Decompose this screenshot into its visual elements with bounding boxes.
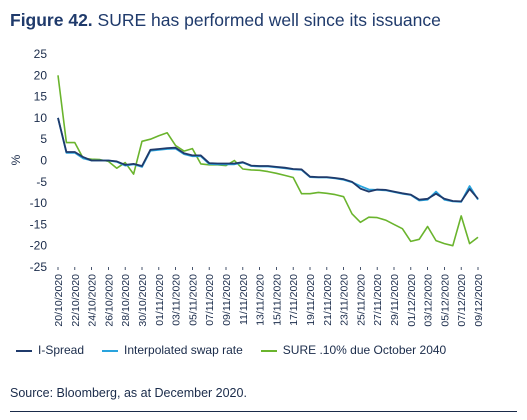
legend: I-Spread Interpolated swap rate SURE .10% …: [16, 342, 464, 357]
series-line-interpolated-swap-rate: [57, 117, 479, 203]
figure-title: Figure 42. SURE has performed well since…: [10, 10, 441, 31]
x-tick-label: 01/12/2020: [406, 274, 418, 327]
x-tick-label: 01/11/2020: [154, 274, 166, 326]
y-tick-label: -25: [30, 260, 48, 274]
y-tick-label: -5: [36, 175, 47, 189]
series-line-sure-10-due-october-2040: [57, 75, 479, 247]
x-tick-label: 22/10/2020: [70, 274, 82, 327]
y-tick-label: 20: [34, 68, 48, 82]
y-axis: 25 20 15 10 5 0 -5 -10 -15 -20 -25: [30, 47, 48, 274]
bottom-rule: [10, 411, 517, 412]
figure-number: Figure 42.: [10, 10, 93, 30]
y-axis-label: %: [9, 154, 23, 165]
y-tick-label: -15: [30, 217, 48, 231]
x-tick-label: 25/11/2020: [355, 274, 367, 326]
x-tick-label: 28/10/2020: [120, 274, 132, 327]
x-tick-label: 30/10/2020: [137, 274, 149, 327]
x-tick-label: 26/10/2020: [103, 274, 115, 327]
x-tick-label: 15/11/2020: [271, 274, 283, 326]
x-tick-label: 17/11/2020: [288, 274, 300, 326]
series-layer: [57, 75, 479, 247]
legend-item: SURE .10% due October 2040: [260, 342, 447, 357]
x-tick-label: 07/11/2020: [204, 274, 216, 326]
y-tick-label: 10: [34, 111, 48, 125]
y-tick-label: 0: [40, 154, 47, 168]
x-tick-label: 05/11/2020: [187, 274, 199, 326]
y-tick-label: 15: [34, 90, 48, 104]
legend-swatch: [16, 349, 32, 352]
legend-item: Interpolated swap rate: [102, 343, 243, 357]
legend-label: Interpolated swap rate: [124, 342, 243, 357]
x-tick-label: 29/11/2020: [389, 274, 401, 326]
y-tick-label: -20: [30, 239, 48, 253]
x-tick-label: 03/11/2020: [171, 274, 183, 326]
legend-label: I-Spread: [38, 342, 85, 357]
figure-title-text: SURE has performed well since its issuan…: [97, 10, 441, 30]
x-tick-label: 13/11/2020: [255, 274, 267, 326]
y-tick-label: 5: [40, 132, 47, 146]
x-tick-label: 03/12/2020: [423, 274, 435, 327]
x-tick-label: 07/12/2020: [456, 274, 468, 327]
y-tick-label: -10: [30, 196, 48, 210]
legend-swatch: [102, 349, 119, 352]
source-note: Source: Bloomberg, as at December 2020.: [10, 386, 247, 400]
legend-item: I-Spread: [16, 343, 84, 357]
x-tick-label: 27/11/2020: [372, 274, 384, 326]
chart: 25 20 15 10 5 0 -5 -10 -15 -20 -25 20/10/2020 22/10…: [9, 47, 485, 327]
x-tick-label: 09/11/2020: [221, 274, 233, 326]
x-tick-label: 05/12/2020: [439, 274, 451, 327]
x-tick-label: 23/11/2020: [339, 274, 351, 326]
x-tick-label: 24/10/2020: [87, 274, 99, 327]
x-tick-label: 11/11/2020: [238, 274, 250, 325]
x-tick-label: 09/12/2020: [473, 274, 485, 327]
x-tick-label: 20/10/2020: [53, 274, 65, 327]
legend-label: SURE .10% due October 2040: [282, 342, 447, 357]
x-axis: 20/10/2020 22/10/2020 24/10/2020 26/10/2020…: [53, 267, 485, 327]
legend-swatch: [260, 349, 277, 352]
x-tick-label: 21/11/2020: [322, 274, 334, 326]
y-tick-label: 25: [34, 47, 48, 61]
series-line-i-spread: [57, 117, 479, 203]
x-tick-label: 19/11/2020: [305, 274, 317, 326]
